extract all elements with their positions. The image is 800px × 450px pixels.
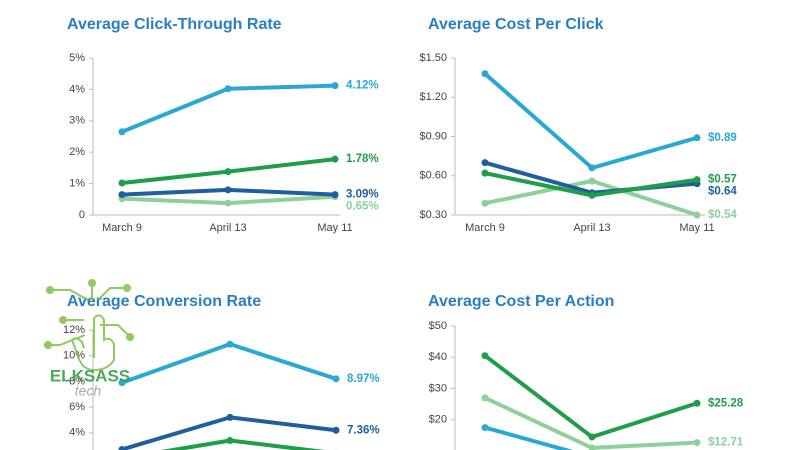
data-point [224, 199, 232, 207]
watermark-icon [50, 285, 129, 372]
watermark-tagline: tech [75, 383, 102, 399]
end-label: $0.89 [708, 132, 737, 144]
data-point [481, 424, 489, 432]
end-label: 1.78% [346, 153, 379, 165]
series-line [483, 425, 574, 450]
y-tick-label: $0.60 [419, 170, 447, 182]
data-point [693, 211, 701, 219]
y-tick-label: 4% [69, 427, 85, 439]
data-point [332, 426, 340, 434]
data-point [224, 85, 232, 93]
data-point [331, 82, 339, 90]
data-point [118, 128, 126, 136]
end-label: $0.54 [708, 209, 737, 221]
end-label: 7.36% [347, 424, 380, 436]
y-tick-label: $0.90 [419, 130, 447, 142]
chart-title: Average Cost Per Click [428, 16, 604, 33]
data-point [331, 155, 339, 163]
y-tick-label: 12% [63, 324, 85, 336]
data-point [118, 179, 126, 187]
data-point [693, 439, 701, 447]
data-point [118, 191, 126, 199]
plots: 0 1% 2% 3% 4% 5% March 9 April 13 May 11 4.12% 1.7… [63, 52, 744, 450]
series-line [483, 395, 699, 450]
x-tick-label: May 11 [317, 222, 352, 234]
watermark: ELKSASS tech [44, 279, 134, 399]
data-point [588, 177, 596, 185]
x-tick-label: March 9 [465, 222, 505, 234]
y-tick-label: 2% [69, 146, 85, 158]
series-line [120, 83, 337, 134]
end-label: $25.28 [708, 397, 744, 409]
x-tick-label: April 13 [209, 222, 246, 234]
data-point [481, 352, 489, 360]
data-point [224, 186, 232, 194]
data-point [481, 70, 489, 78]
data-point [332, 375, 340, 383]
x-tick-label: April 13 [573, 222, 610, 234]
end-label: $0.64 [708, 186, 737, 198]
data-point [588, 164, 596, 172]
data-point [481, 199, 489, 207]
data-point [226, 437, 234, 445]
data-point [226, 340, 234, 348]
y-tick-label: 5% [69, 52, 85, 64]
data-point [331, 191, 339, 199]
y-tick-label: $1.50 [419, 52, 447, 64]
y-tick-label: 4% [69, 83, 85, 95]
end-label: 0.65% [346, 201, 379, 213]
data-point [481, 159, 489, 167]
y-tick-label: 10% [63, 350, 85, 362]
y-tick-label: $50 [429, 320, 447, 332]
data-point [118, 379, 126, 387]
data-point [224, 168, 232, 176]
y-tick-label: $40 [429, 351, 447, 363]
series-line [483, 353, 699, 439]
data-point [693, 134, 701, 142]
data-point [481, 169, 489, 177]
data-point [226, 413, 234, 421]
end-label: 4.12% [346, 80, 379, 92]
x-tick-label: March 9 [102, 222, 142, 234]
data-point [118, 446, 126, 450]
data-point [588, 191, 596, 199]
y-tick-label: 3% [69, 115, 85, 127]
data-point [588, 433, 596, 441]
chart-title: Average Conversion Rate [67, 293, 261, 310]
y-tick-label: $20 [429, 414, 447, 426]
series-line [120, 415, 338, 450]
series-line [483, 71, 699, 170]
end-label: 8.97% [347, 373, 380, 385]
x-tick-label: May 11 [679, 222, 714, 234]
series-line [120, 342, 338, 385]
y-tick-label: $30 [429, 382, 447, 394]
data-point [693, 399, 701, 407]
end-label: 3.09% [346, 189, 379, 201]
y-tick-label: $1.20 [419, 91, 447, 103]
y-tick-label: 6% [69, 401, 85, 413]
watermark-brand: ELKSASS [50, 366, 130, 385]
chart-title: Average Click-Through Rate [67, 16, 282, 33]
y-tick-label: 0 [79, 209, 85, 221]
y-tick-label: 1% [69, 178, 85, 190]
end-label: $0.57 [708, 174, 737, 186]
y-tick-label: 8% [69, 375, 85, 387]
data-point [693, 176, 701, 184]
watermark-dots [44, 279, 134, 349]
chart-title: Average Cost Per Action [428, 293, 614, 310]
data-point [481, 394, 489, 402]
y-tick-label: $0.30 [419, 209, 447, 221]
end-label: $12.71 [708, 437, 744, 449]
data-point [588, 444, 596, 450]
